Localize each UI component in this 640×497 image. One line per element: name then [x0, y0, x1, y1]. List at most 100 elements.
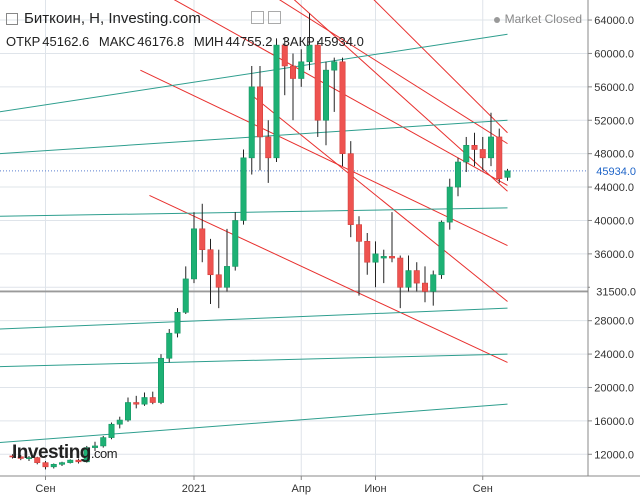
- candle-down: [75, 459, 82, 463]
- y-tick-label: 44000.0: [594, 182, 634, 194]
- candle-up: [58, 462, 65, 465]
- status-dot-icon: [493, 16, 500, 23]
- close-icon[interactable]: [268, 11, 281, 24]
- candle-up: [446, 186, 453, 223]
- x-tick-label: Июн: [364, 483, 386, 495]
- candle-up: [83, 447, 90, 463]
- candle-down: [388, 256, 395, 259]
- red-trend-line: [251, 94, 508, 302]
- red-trend-line: [149, 194, 508, 363]
- red-trend-line: [293, 0, 508, 192]
- low-label: МИН: [193, 34, 224, 49]
- y-tick-label: 16000.0: [594, 416, 634, 428]
- candle-down: [355, 224, 362, 242]
- candle-up: [504, 170, 511, 178]
- candle-down: [34, 457, 41, 463]
- current-price-tag-bg: [590, 162, 640, 179]
- candle-down: [347, 153, 354, 225]
- y-tick-label: 52000.0: [594, 115, 634, 127]
- logo-brand: Investing: [12, 442, 91, 463]
- x-tick-label: Апр: [292, 483, 311, 495]
- red-trend-line: [173, 0, 508, 186]
- candle-up: [166, 332, 173, 359]
- candle-up: [50, 464, 57, 468]
- y-tick-label: 48000.0: [594, 149, 634, 161]
- candle-up: [224, 266, 231, 288]
- y-axis: 12000.016000.020000.024000.028000.032000…: [588, 15, 634, 461]
- grid-lines: [0, 0, 588, 476]
- market-status: Market Closed: [493, 12, 582, 26]
- x-tick-label: Сен: [35, 483, 55, 495]
- x-axis: Сен 2021 Апр Июн Сен: [35, 476, 493, 495]
- candle-down: [421, 282, 428, 292]
- candle-up: [158, 357, 165, 403]
- candle-up: [100, 437, 107, 447]
- candle-down: [339, 61, 346, 154]
- candle-down: [265, 136, 272, 159]
- red-trend-line: [279, 0, 508, 145]
- candle-down: [281, 44, 288, 67]
- candlestick-series: [9, 13, 511, 470]
- collapse-toggle-icon[interactable]: [6, 12, 18, 25]
- y-tick-label: 20000.0: [594, 382, 634, 394]
- candle-down: [133, 402, 140, 405]
- candle-down: [364, 241, 371, 263]
- candle-up: [273, 44, 280, 159]
- candle-down: [289, 65, 296, 79]
- low-value: 44755.2: [225, 34, 273, 49]
- candle-up: [191, 228, 198, 280]
- candle-down: [42, 462, 49, 468]
- candle-up: [92, 445, 99, 448]
- ohlc-readout: ОТКР 45162.6 МАКС 46176.8 МИН 44755.2 ЗАКР 4…: [6, 34, 366, 49]
- chart-tool-icons: [251, 11, 281, 24]
- candle-down: [256, 86, 263, 138]
- candle-down: [199, 228, 206, 250]
- y-tick-label: 56000.0: [594, 82, 634, 94]
- y-tick-label: 28000.0: [594, 316, 634, 328]
- teal-trend-line: [0, 207, 508, 217]
- candle-down: [479, 149, 486, 159]
- candle-up: [67, 459, 74, 463]
- red-trend-line: [140, 69, 508, 246]
- open-label: ОТКР: [6, 34, 41, 49]
- candle-up: [125, 402, 132, 421]
- x-tick-label: Сен: [473, 483, 493, 495]
- open-value: 45162.6: [42, 34, 90, 49]
- candle-up: [306, 44, 313, 63]
- x-tick-label: 2021: [182, 483, 206, 495]
- y-tick-label: 12000.0: [594, 449, 634, 461]
- candle-up: [331, 61, 338, 71]
- candle-up: [232, 220, 239, 267]
- candle-up: [116, 419, 123, 425]
- red-trend-line: [373, 0, 508, 134]
- current-price-tag-text: 45934.0: [596, 166, 636, 178]
- candle-up: [463, 145, 470, 163]
- investing-logo: Investing.com: [12, 442, 118, 464]
- y-tick-label: 60000.0: [594, 48, 634, 60]
- teal-trend-line: [0, 33, 508, 113]
- candle-up: [372, 253, 379, 263]
- candle-down: [207, 249, 214, 276]
- level-price-tag-text: 31500.0: [596, 286, 636, 298]
- candle-up: [322, 69, 329, 121]
- candle-down: [413, 270, 420, 284]
- settings-icon[interactable]: [251, 11, 264, 24]
- high-value: 46176.8: [137, 34, 185, 49]
- y-tick-label: 36000.0: [594, 249, 634, 261]
- y-tick-label: 64000.0: [594, 15, 634, 27]
- candle-up: [298, 61, 305, 79]
- chart-header: Биткоин, Н, Investing.com: [6, 10, 201, 27]
- candle-up: [438, 221, 445, 276]
- candle-down: [9, 455, 16, 458]
- candle-up: [182, 278, 189, 313]
- close-label: ЗАКР: [282, 34, 315, 49]
- candle-down: [314, 44, 321, 121]
- market-status-text: Market Closed: [504, 12, 582, 26]
- candle-up: [454, 161, 461, 188]
- candle-down: [215, 274, 222, 288]
- y-tick-label: 40000.0: [594, 215, 634, 227]
- teal-trend-line: [0, 403, 508, 444]
- candle-up: [108, 423, 115, 438]
- level-price-tag-bg: [590, 283, 640, 300]
